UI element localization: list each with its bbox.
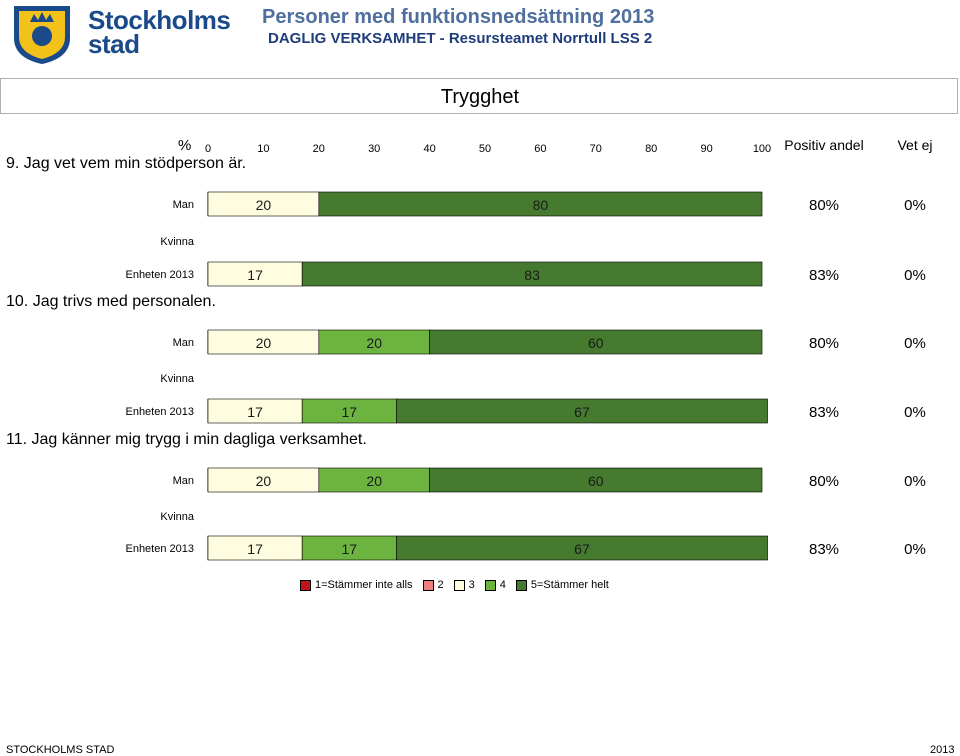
vet-ej-value: 0% <box>904 335 926 352</box>
question-label: 11. Jag känner mig trygg i min dagliga v… <box>6 431 367 448</box>
x-tick-label: 90 <box>700 143 712 155</box>
x-tick-label: 50 <box>479 143 491 155</box>
row-label: Enheten 2013 <box>125 543 194 555</box>
footer-organization: STOCKHOLMS STAD <box>6 744 115 756</box>
x-tick-label: 80 <box>645 143 657 155</box>
bar-value-label: 60 <box>588 473 604 489</box>
row-label: Kvinna <box>160 373 195 385</box>
bar-segment <box>301 261 763 287</box>
positiv-andel-value: 80% <box>809 197 839 214</box>
row-label: Man <box>173 199 194 211</box>
bar-value-label: 60 <box>588 335 604 351</box>
bar-value-label: 67 <box>574 541 590 557</box>
logo-text-line2: stad <box>88 29 140 59</box>
x-tick-label: 70 <box>590 143 602 155</box>
axis-unit-label: % <box>178 137 191 154</box>
bar-segment <box>318 329 430 355</box>
report-subtitle: DAGLIG VERKSAMHET - Resursteamet Norrtul… <box>268 30 653 47</box>
legend-item: 3 <box>453 579 475 591</box>
stacked-bar-chart: % 0 10 20 30 40 50 60 70 80 90 100 Positiv andel Vet … <box>6 137 933 561</box>
bar-segment <box>207 329 320 355</box>
bar-segment <box>429 467 763 493</box>
vet-ej-value: 0% <box>904 473 926 490</box>
legend-item: 2 <box>422 579 444 591</box>
bar-value-label: 20 <box>366 473 382 489</box>
row-label: Enheten 2013 <box>125 406 194 418</box>
legend-swatch <box>484 579 496 591</box>
bar-value-label: 67 <box>574 404 590 420</box>
legend-item: 4 <box>484 579 506 591</box>
bar-value-label: 17 <box>341 541 357 557</box>
question-label: 9. Jag vet vem min stödperson är. <box>6 155 246 172</box>
legend-swatch <box>422 579 434 591</box>
bar-value-label: 20 <box>366 335 382 351</box>
vet-ej-value: 0% <box>904 541 926 558</box>
vet-ej-value: 0% <box>904 404 926 421</box>
row-label: Kvinna <box>160 236 195 248</box>
positiv-andel-value: 80% <box>809 473 839 490</box>
bar-value-label: 80 <box>533 197 549 213</box>
section-header-box <box>0 78 958 114</box>
column-header-vet-ej: Vet ej <box>897 137 932 153</box>
bar-value-label: 17 <box>247 267 263 283</box>
bar-segment <box>429 329 763 355</box>
footer-year: 2013 <box>930 744 955 756</box>
x-tick-label: 40 <box>423 143 435 155</box>
logo-text: Stockholms stad <box>88 5 231 59</box>
section-title: Trygghet <box>440 86 520 108</box>
report-title: Personer med funktionsnedsättning 2013 <box>262 6 655 28</box>
x-tick-label: 30 <box>368 143 380 155</box>
bar-value-label: 20 <box>256 335 272 351</box>
crown-shield-icon <box>14 6 70 64</box>
positiv-andel-value: 83% <box>809 267 839 284</box>
bar-segment <box>396 398 768 424</box>
bar-segment <box>318 467 430 493</box>
x-tick-label: 60 <box>534 143 546 155</box>
row-label: Man <box>173 337 194 349</box>
bar-segment <box>396 535 768 561</box>
bar-value-label: 17 <box>247 541 263 557</box>
positiv-andel-value: 80% <box>809 335 839 352</box>
stockholms-stad-logo: Stockholms stad <box>10 2 231 66</box>
legend-label: 5=Stämmer helt <box>530 579 609 591</box>
legend-label: 2 <box>437 579 444 591</box>
legend-label: 3 <box>468 579 475 591</box>
row-label: Enheten 2013 <box>125 269 194 281</box>
vet-ej-value: 0% <box>904 267 926 284</box>
legend-swatch <box>453 579 465 591</box>
legend-label: 4 <box>499 579 506 591</box>
bar-segment <box>318 191 763 217</box>
positiv-andel-value: 83% <box>809 404 839 421</box>
row-label: Kvinna <box>160 511 195 523</box>
legend: 1=Stämmer inte alls 2 3 4 5=Stämmer helt <box>300 579 619 591</box>
legend-item: 5=Stämmer helt <box>515 579 609 591</box>
bar-value-label: 17 <box>341 404 357 420</box>
bar-value-label: 83 <box>524 267 540 283</box>
bar-value-label: 20 <box>256 473 272 489</box>
x-tick-label: 20 <box>313 143 325 155</box>
x-tick-label: 100 <box>753 143 771 155</box>
bar-segment <box>207 191 320 217</box>
column-header-positiv-andel: Positiv andel <box>784 137 863 153</box>
bar-segment <box>301 398 397 424</box>
x-tick-label: 10 <box>257 143 269 155</box>
x-tick-label: 0 <box>205 143 211 155</box>
legend-swatch <box>515 579 527 591</box>
positiv-andel-value: 83% <box>809 541 839 558</box>
row-label: Man <box>173 475 194 487</box>
question-label: 10. Jag trivs med personalen. <box>6 293 216 310</box>
legend-label: 1=Stämmer inte alls <box>315 579 413 591</box>
legend-swatch <box>300 579 311 591</box>
bar-value-label: 20 <box>256 197 272 213</box>
bar-segment <box>207 398 303 424</box>
legend-item: 1=Stämmer inte alls <box>300 579 413 591</box>
bar-value-label: 17 <box>247 404 263 420</box>
vet-ej-value: 0% <box>904 197 926 214</box>
logo-text-line1: Stockholms <box>88 5 231 35</box>
bar-segment <box>207 261 303 287</box>
